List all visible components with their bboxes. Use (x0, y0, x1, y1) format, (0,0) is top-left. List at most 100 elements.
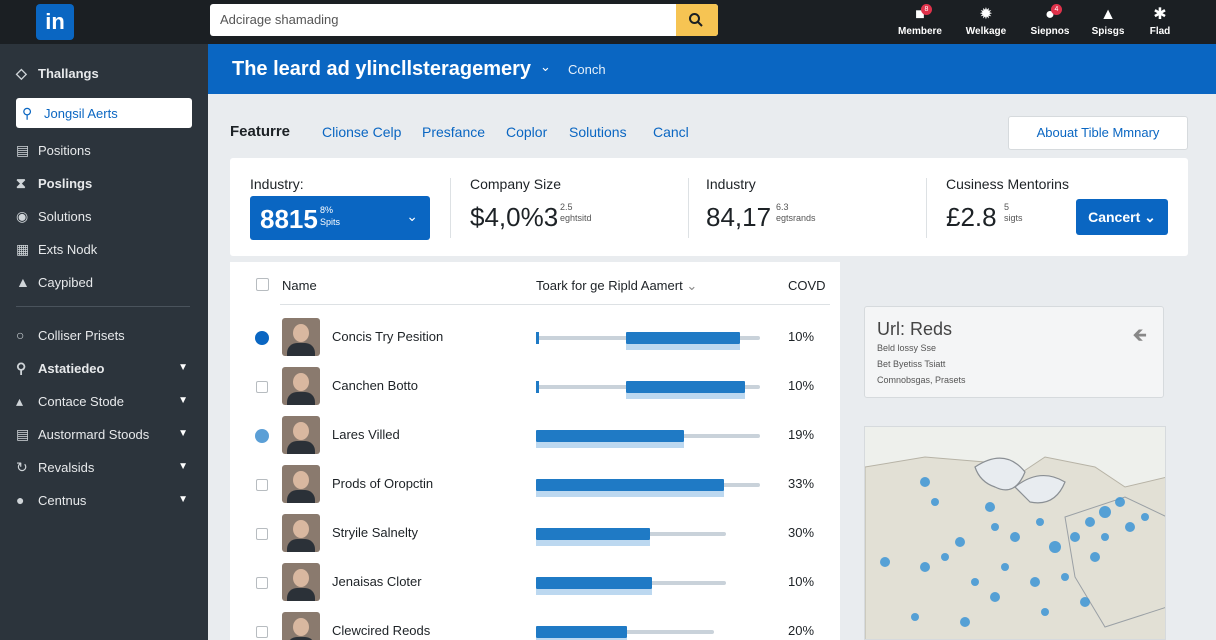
column-header-bar[interactable]: Toark for ge Ripld Aamert ⌄ (536, 278, 697, 294)
chevron-down-icon[interactable]: ⌄ (540, 59, 551, 74)
chat-icon: ○ (16, 327, 25, 343)
sidebar-item-exts-nodk[interactable]: ▦ Exts Nodk (16, 234, 192, 264)
sidebar-item-positions[interactable]: ▤ Positions (16, 135, 192, 165)
table-row[interactable]: Clewcired Reods 20% (230, 604, 840, 640)
table-row[interactable]: Jenaisas Cloter 10% (230, 555, 840, 604)
industry-select[interactable]: 8815 8% Spits ⌄ (250, 196, 430, 240)
column-header-pct[interactable]: COVD (788, 278, 826, 293)
results-table: Name Toark for ge Ripld Aamert ⌄ COVD Co… (230, 262, 840, 640)
sidebar-item-label: Centnus (38, 493, 87, 508)
filter-sub-2: egtsrands (776, 213, 816, 223)
avatar[interactable] (282, 563, 320, 601)
tab-coplor[interactable]: Coplor (506, 124, 548, 140)
profile-icon: ▲ (1100, 6, 1116, 23)
industry2-filter[interactable]: Industry 84,17 6.3 egtsrands (706, 158, 906, 256)
tab-clionse-celp[interactable]: Clionse Celp (322, 124, 402, 140)
nav-members[interactable]: ■ 8 Membere (890, 4, 950, 44)
cancel-button[interactable]: Cancert ⌄ (1076, 199, 1168, 235)
sidebar-item-austormard-stoods[interactable]: ▤ Austormard Stoods ▼ (16, 419, 192, 449)
sidebar-item-thallangs[interactable]: ◇ Thallangs (16, 58, 192, 88)
sidebar-item-jongsil-aerts[interactable]: ⚲ Jongsil Aerts (16, 98, 192, 128)
row-name[interactable]: Jenaisas Cloter (332, 574, 422, 589)
select-all-checkbox[interactable] (256, 278, 269, 291)
search-input[interactable]: Adcirage shamading (220, 12, 339, 27)
person-icon: ● (16, 492, 25, 508)
tab-presfance[interactable]: Presfance (422, 124, 486, 140)
chevron-down-icon: ⌄ (406, 208, 418, 224)
row-name[interactable]: Clewcired Reods (332, 623, 431, 638)
chevron-down-icon: ▼ (178, 362, 188, 373)
arrow-left-icon[interactable]: 🡸 (1132, 325, 1147, 345)
tab-cancl[interactable]: Cancl (653, 124, 689, 140)
row-radio-selected[interactable] (255, 331, 269, 345)
progress-shadow (536, 540, 650, 546)
search-button[interactable] (676, 4, 718, 36)
avatar[interactable] (282, 318, 320, 356)
row-checkbox[interactable] (256, 528, 268, 540)
company-size-filter[interactable]: Company Size $4,0%3 2.5 eghtsitd (470, 158, 670, 256)
sidebar-divider (16, 306, 190, 307)
row-checkbox[interactable] (256, 626, 268, 638)
table-row[interactable]: Canchen Botto 10% (230, 359, 840, 408)
business-filter[interactable]: Cusiness Mentorins £2.8 5 sigts (946, 158, 1086, 256)
column-header-name[interactable]: Name (282, 278, 317, 293)
row-checkbox[interactable] (256, 479, 268, 491)
row-name[interactable]: Prods of Oropctin (332, 476, 434, 491)
filter-sub-1: 5 (1004, 202, 1010, 212)
table-row[interactable]: Prods of Oropctin 33% (230, 457, 840, 506)
sidebar-item-solutions[interactable]: ◉ Solutions (16, 201, 192, 231)
header-sub-link[interactable]: Conch (568, 62, 606, 77)
progress-shadow (626, 344, 740, 350)
progress-fill (536, 626, 627, 638)
region-map[interactable] (864, 426, 1166, 640)
info-card-line: Bet Byetiss Tsiatt (877, 359, 946, 369)
row-percent: 10% (788, 378, 815, 393)
avatar[interactable] (282, 367, 320, 405)
row-name[interactable]: Concis Try Pesition (332, 329, 444, 344)
filter-divider (926, 178, 927, 238)
sidebar-item-caypibed[interactable]: ▲ Caypibed (16, 267, 192, 297)
sidebar-item-contace-stode[interactable]: ▴ Contace Stode ▼ (16, 386, 192, 416)
table-row[interactable]: Concis Try Pesition 10% (230, 310, 840, 359)
avatar[interactable] (282, 612, 320, 640)
row-checkbox[interactable] (256, 577, 268, 589)
row-name[interactable]: Lares Villed (332, 427, 400, 442)
row-checkbox[interactable] (256, 381, 268, 393)
search-bar[interactable]: Adcirage shamading (210, 4, 718, 36)
diamond-icon: ◇ (16, 65, 27, 81)
sidebar-item-poslings[interactable]: ⧗ Poslings (16, 168, 192, 198)
progress-shadow (536, 442, 684, 448)
summary-button[interactable]: Abouat Tible Mmnary (1008, 116, 1188, 150)
linkedin-logo[interactable]: in (36, 4, 74, 40)
nav-profile[interactable]: ▲ Spisgs (1078, 4, 1138, 44)
table-row[interactable]: Lares Villed 19% (230, 408, 840, 457)
chart-icon: ▴ (16, 393, 24, 409)
avatar[interactable] (282, 514, 320, 552)
sidebar-item-label: Jongsil Aerts (44, 106, 118, 121)
nav-network[interactable]: ✹ Welkage (956, 4, 1016, 44)
table-row[interactable]: Stryile Salnelty 30% (230, 506, 840, 555)
search-icon (689, 13, 703, 27)
tab-featurre[interactable]: Featurre (230, 123, 291, 140)
nav-messages[interactable]: ● 4 Siepnos (1020, 4, 1080, 44)
row-radio-selected[interactable] (255, 429, 269, 443)
row-name[interactable]: Canchen Botto (332, 378, 419, 393)
sidebar: ◇ Thallangs ⚲ Jongsil Aerts ▤ Positions ⧗ Po… (0, 44, 208, 640)
nav-grid[interactable]: ✱ Flad (1130, 4, 1190, 44)
info-card[interactable]: Url: Reds Beld lossy Sse Bet Byetiss Tsi… (864, 306, 1164, 398)
avatar[interactable] (282, 416, 320, 454)
list-icon: ▤ (16, 142, 30, 158)
sidebar-item-astatiedeo[interactable]: ⚲ Astatiedeo ▼ (16, 353, 192, 383)
members-icon: ■ 8 (890, 4, 950, 26)
filter-sub: 5 sigts (1004, 202, 1023, 224)
sidebar-item-centnus[interactable]: ● Centnus ▼ (16, 485, 192, 515)
doc-icon: ▤ (16, 426, 30, 442)
row-name[interactable]: Stryile Salnelty (332, 525, 418, 540)
sidebar-item-revalsids[interactable]: ↻ Revalsids ▼ (16, 452, 192, 482)
top-nav-bar: in Adcirage shamading ■ 8 Membere ✹ Welka… (0, 0, 1216, 44)
avatar[interactable] (282, 465, 320, 503)
sidebar-item-colliser-prisets[interactable]: ○ Colliser Prisets (16, 320, 192, 350)
messages-icon: ● 4 (1020, 4, 1080, 26)
tab-solutions[interactable]: Solutions (569, 124, 627, 140)
filter-sub-1: 6.3 (776, 202, 789, 212)
